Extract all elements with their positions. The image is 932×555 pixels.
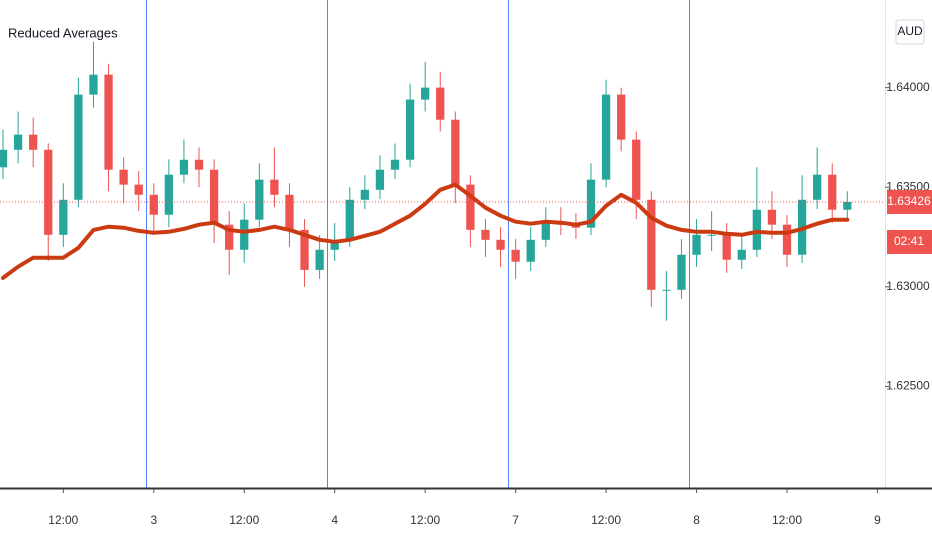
candle-body bbox=[13, 134, 23, 150]
candle-body bbox=[813, 174, 822, 200]
candle-body bbox=[300, 229, 309, 270]
y-tick-label: 1.63000 bbox=[886, 279, 930, 293]
x-tick-label: 12:00 bbox=[410, 513, 440, 527]
candle-body bbox=[225, 224, 234, 250]
candle-body bbox=[496, 239, 505, 250]
candle-body bbox=[511, 249, 520, 262]
candle-body bbox=[752, 209, 761, 250]
x-tick-label: 12:00 bbox=[772, 513, 802, 527]
price-label: 1.63426 02:41 bbox=[0, 189, 932, 254]
candle-body bbox=[782, 224, 792, 255]
candle-body bbox=[737, 249, 746, 260]
candle-body bbox=[194, 159, 204, 170]
last-price-text: 1.63426 bbox=[887, 194, 931, 208]
candle-body bbox=[0, 149, 8, 168]
candle-body bbox=[466, 184, 475, 230]
candle-body bbox=[481, 229, 490, 240]
currency[interactable]: AUD bbox=[897, 24, 923, 38]
candle-body bbox=[164, 174, 174, 215]
candle-body bbox=[421, 87, 430, 100]
candle-body bbox=[360, 189, 370, 200]
y-tick-label: 1.62500 bbox=[886, 379, 930, 393]
candle-body bbox=[767, 209, 777, 225]
candle-body bbox=[707, 234, 716, 236]
candle-body bbox=[436, 87, 445, 120]
candle-body bbox=[722, 234, 731, 260]
countdown-box bbox=[887, 229, 932, 254]
candle-body bbox=[843, 201, 852, 210]
candle-body bbox=[541, 221, 550, 240]
candle-body bbox=[240, 219, 249, 250]
candle-body bbox=[149, 194, 158, 215]
candle-body bbox=[828, 174, 837, 210]
candle-body bbox=[390, 159, 400, 170]
candle-body bbox=[74, 94, 83, 200]
candle-body bbox=[179, 159, 189, 175]
candle-body bbox=[632, 139, 641, 200]
x-tick-label: 3 bbox=[150, 513, 157, 527]
x-tick-label: 12:00 bbox=[591, 513, 621, 527]
candle-body bbox=[44, 149, 53, 235]
x-tick-label: 4 bbox=[331, 513, 338, 527]
candle-body bbox=[601, 94, 611, 180]
chart-title: Reduced Averages bbox=[8, 25, 118, 40]
x-tick-label: 8 bbox=[693, 513, 700, 527]
separators bbox=[146, 0, 690, 488]
candle-body bbox=[255, 179, 264, 220]
x-tick-label: 12:00 bbox=[229, 513, 259, 527]
candle-body bbox=[526, 239, 535, 262]
candle-body bbox=[345, 199, 354, 240]
candle-body bbox=[647, 199, 656, 290]
x-tick-label: 7 bbox=[512, 513, 519, 527]
countdown-text: 02:41 bbox=[894, 234, 924, 248]
candle-body bbox=[586, 179, 596, 228]
candle-body bbox=[677, 254, 686, 290]
currency-box[interactable] bbox=[895, 19, 925, 45]
last-price-box bbox=[887, 189, 932, 214]
candle-body bbox=[315, 249, 324, 270]
candle-body bbox=[89, 74, 98, 95]
candle-body bbox=[375, 169, 385, 190]
candle-body bbox=[29, 134, 38, 150]
y-tick-label: 1.64000 bbox=[886, 80, 930, 94]
candle-body bbox=[104, 74, 113, 170]
candle-body bbox=[209, 169, 219, 225]
candle-body bbox=[662, 289, 671, 291]
candle-body bbox=[451, 119, 460, 185]
candle-body bbox=[59, 199, 68, 235]
candle-body bbox=[405, 99, 415, 160]
candle-body bbox=[119, 169, 128, 185]
axes: 12:00 3 12:00 4 12:00 7 12:00 8 12:00 9 1.62500 1.6… bbox=[48, 80, 930, 527]
y-tick-label: 1.63500 bbox=[886, 179, 930, 193]
x-tick-label: 12:00 bbox=[48, 513, 78, 527]
moving-average bbox=[1, 182, 850, 280]
candle-body bbox=[330, 239, 339, 250]
candle-body bbox=[617, 94, 626, 140]
candles bbox=[0, 41, 852, 321]
candle-body bbox=[692, 234, 701, 255]
moving-average-line bbox=[1, 182, 850, 280]
candle-body bbox=[270, 179, 279, 195]
candle-body bbox=[285, 194, 294, 230]
candle-body bbox=[134, 184, 143, 195]
x-tick-label: 9 bbox=[874, 513, 881, 527]
